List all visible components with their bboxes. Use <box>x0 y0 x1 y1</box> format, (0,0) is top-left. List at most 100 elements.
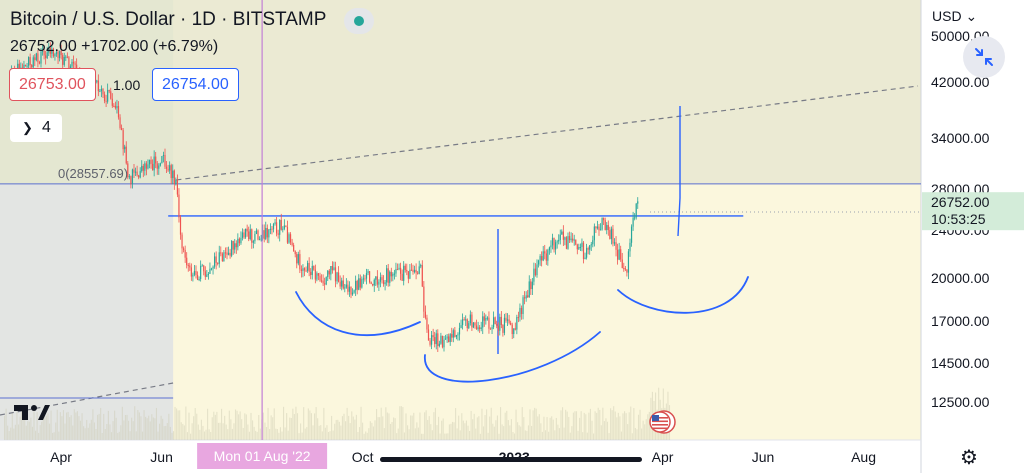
volume-bar <box>332 430 334 440</box>
candle-body <box>229 252 231 256</box>
volume-bar <box>543 416 545 440</box>
candle-body <box>231 240 233 256</box>
candle-body <box>621 259 623 269</box>
candle-body <box>32 57 34 68</box>
candle-body <box>618 249 620 260</box>
candle-body <box>193 271 196 275</box>
candle-body <box>503 317 506 333</box>
candle-body <box>485 318 487 321</box>
time-scale-bg <box>0 440 921 473</box>
candle-body <box>406 269 408 272</box>
candle-body <box>183 248 185 250</box>
candle-body <box>610 228 612 239</box>
candle-body <box>167 168 169 171</box>
candle-body <box>465 319 467 321</box>
candle-body <box>299 254 301 270</box>
candle-body <box>114 105 116 109</box>
volume-bar <box>524 430 526 440</box>
volume-bar <box>217 422 219 440</box>
volume-bar <box>577 430 579 440</box>
volume-bar <box>92 409 94 440</box>
price-tick-label: 20000.00 <box>931 270 990 286</box>
volume-bar <box>541 431 543 440</box>
candle-body <box>579 246 581 248</box>
quantity-selector[interactable]: ❯ 4 <box>10 114 62 142</box>
volume-bar <box>523 417 525 440</box>
market-status-dot[interactable] <box>344 8 374 34</box>
price-tick-label: 14500.00 <box>931 355 990 371</box>
volume-bar <box>44 417 46 440</box>
fib-box <box>0 183 174 441</box>
volume-bar <box>86 419 88 440</box>
volume-bar <box>563 427 565 440</box>
volume-bar <box>166 423 168 440</box>
candle-body <box>35 53 37 61</box>
candle-body <box>246 228 248 232</box>
volume-bar <box>231 428 233 440</box>
volume-bar <box>341 416 343 440</box>
volume-bar <box>636 429 638 440</box>
candle-body <box>581 242 583 247</box>
tradingview-logo-icon[interactable] <box>14 403 50 421</box>
candle-body <box>356 280 358 290</box>
volume-bar <box>47 413 49 440</box>
volume-bar <box>124 415 126 440</box>
volume-bar <box>255 430 257 440</box>
candle-body <box>49 47 51 54</box>
volume-bar <box>362 422 364 440</box>
candle-body <box>178 194 180 218</box>
volume-bar <box>39 425 41 440</box>
volume-bar <box>605 418 607 440</box>
volume-bar <box>453 422 455 440</box>
candle-body <box>257 230 259 240</box>
candle-body <box>210 268 213 270</box>
volume-bar <box>239 411 241 440</box>
candle-body <box>364 278 366 280</box>
volume-bar <box>369 421 371 440</box>
volume-bar <box>28 421 30 440</box>
currency-selector[interactable]: USD ⌄ <box>932 8 978 24</box>
volume-bar <box>383 428 385 440</box>
candle-body <box>431 335 433 345</box>
volume-bar <box>8 431 10 440</box>
volume-bar <box>190 433 192 440</box>
volume-bar <box>216 411 218 440</box>
volume-bar <box>566 411 568 440</box>
volume-bar <box>72 425 74 440</box>
volume-bar <box>389 423 392 440</box>
candle-body <box>330 266 332 275</box>
candle-body <box>559 234 561 241</box>
fullscreen-button[interactable] <box>963 36 1005 78</box>
candle-body <box>66 56 68 58</box>
candle-body <box>190 267 192 277</box>
volume-bar <box>149 421 151 440</box>
candle-body <box>339 281 341 287</box>
candle-body <box>271 228 273 230</box>
candle-body <box>186 257 188 266</box>
volume-bar <box>515 409 517 440</box>
volume-bar <box>104 429 106 440</box>
volume-bar <box>157 431 159 440</box>
candle-body <box>97 80 99 92</box>
sell-price-button[interactable]: 26753.00 <box>9 68 96 101</box>
time-tick-label: Oct <box>352 449 374 465</box>
candle-body <box>460 325 462 328</box>
candle-body <box>435 333 437 345</box>
flag-canton <box>652 415 659 421</box>
volume-bar <box>314 413 316 440</box>
gear-icon[interactable]: ⚙ <box>960 447 978 469</box>
candle-body <box>493 317 495 328</box>
volume-bar <box>357 432 359 440</box>
candle-body <box>361 279 363 288</box>
candle-body <box>555 242 557 250</box>
candle-body <box>446 336 448 339</box>
candle-body <box>564 237 566 240</box>
candle-body <box>398 267 400 270</box>
buy-price-button[interactable]: 26754.00 <box>152 68 239 101</box>
volume-bar <box>264 422 266 440</box>
candle-body <box>289 234 292 243</box>
volume-bar <box>30 417 32 440</box>
volume-bar <box>31 426 33 440</box>
